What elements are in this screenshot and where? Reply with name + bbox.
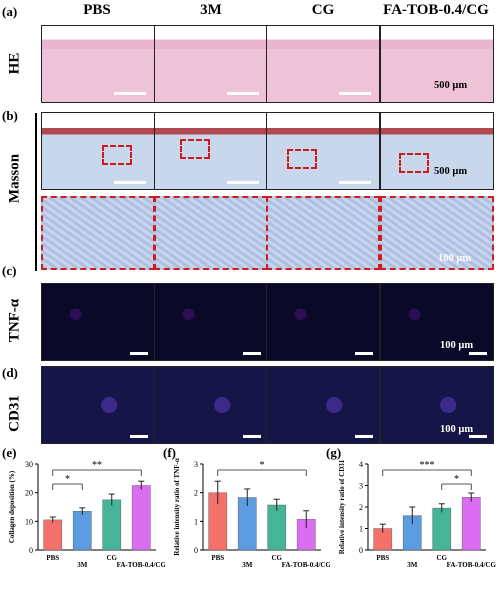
tnf-scale-label: 100 μm <box>440 340 474 351</box>
y-tick-label: 0 <box>194 546 198 555</box>
significance-label: * <box>65 474 70 485</box>
bar <box>461 497 481 551</box>
chart-f: 0 1 2 3 Relative intensity ratio of TNF-α PBS… <box>173 458 330 569</box>
column-header-3m: 3M <box>200 2 222 18</box>
cd31-image-3m <box>154 366 268 444</box>
significance-label: ** <box>92 460 102 471</box>
panel-label-f: (f) <box>163 445 176 460</box>
y-axis-label: Collagen deposition (%) <box>8 470 16 543</box>
significance-label: *** <box>420 460 435 471</box>
column-header-pbs: PBS <box>83 2 111 18</box>
panel-label-b: (b) <box>2 108 18 123</box>
y-tick-label: 10 <box>25 517 33 526</box>
y-tick-label: 2 <box>359 503 363 512</box>
y-tick-label: 1 <box>359 525 363 534</box>
tnf-image-pbs <box>41 283 155 361</box>
bar <box>267 504 287 551</box>
bar <box>131 485 151 551</box>
masson-scale-label: 500 μm <box>434 166 468 177</box>
bar <box>102 499 122 551</box>
he-image-pbs <box>41 25 155 103</box>
y-tick-label: 0 <box>359 546 363 555</box>
bar <box>432 507 452 551</box>
he-scale-label: 500 μm <box>434 80 468 91</box>
y-axis-label: Relative intensity ratio of TNF-α <box>173 458 181 556</box>
tnf-image-fa-tob <box>380 283 494 361</box>
zoom-image-3m <box>154 196 268 270</box>
he-image-3m <box>154 25 268 103</box>
tnf-image-3m <box>154 283 268 361</box>
y-tick-label: 0 <box>29 546 33 555</box>
chart-g: 0 1 2 3 4 Relative intensity ratio of CD31 PBS… <box>338 459 497 569</box>
significance-label: * <box>260 460 265 471</box>
masson-row-bracket <box>35 113 37 271</box>
panel-label-g: (g) <box>326 445 342 460</box>
y-tick-label: 4 <box>359 460 363 469</box>
x-tick-label: FA-TOB-0.4/CG <box>282 561 330 569</box>
y-tick-label: 3 <box>194 460 198 469</box>
row-label-he: HE <box>6 52 23 75</box>
panel-label-e: (e) <box>2 445 17 460</box>
zoom-scale-label: 100 μm <box>438 253 472 264</box>
masson-image-3m <box>154 112 268 190</box>
bar <box>72 511 92 551</box>
chart-e: 0 10 20 30 Collagen deposition (%) PBS 3M CGFA-… <box>8 460 165 569</box>
x-tick-label: 3M <box>77 561 88 569</box>
cd31-scale-label: 100 μm <box>440 424 474 435</box>
x-tick-label: CG <box>272 554 283 562</box>
x-tick-label: 3M <box>242 561 253 569</box>
x-tick-label: 3M <box>407 561 418 569</box>
x-tick-label: FA-TOB-0.4/CG <box>117 561 165 569</box>
cd31-image-cg <box>266 366 380 444</box>
x-tick-label: CG <box>107 554 118 562</box>
zoom-image-pbs <box>41 196 155 270</box>
cd31-image-pbs <box>41 366 155 444</box>
x-tick-label: FA-TOB-0.4/CG <box>447 561 497 569</box>
significance-label: * <box>454 474 459 485</box>
masson-image-pbs <box>41 112 155 190</box>
masson-image-cg <box>266 112 380 190</box>
he-image-cg <box>266 25 380 103</box>
row-label-masson: Masson <box>6 153 23 204</box>
x-tick-label: PBS <box>376 554 389 562</box>
x-tick-label: CG <box>437 554 448 562</box>
panel-label-c: (c) <box>2 263 17 278</box>
y-axis-label: Relative intensity ratio of CD31 <box>338 459 346 554</box>
x-tick-label: PBS <box>46 554 59 562</box>
column-header-fa-tob: FA-TOB-0.4/CG <box>383 2 489 18</box>
y-tick-label: 2 <box>194 489 198 498</box>
x-tick-label: PBS <box>211 554 224 562</box>
masson-image-fa-tob <box>380 112 494 190</box>
panel-label-d: (d) <box>2 365 18 380</box>
zoom-image-cg <box>266 196 380 270</box>
panel-label-a: (a) <box>2 4 18 19</box>
y-tick-label: 30 <box>25 460 33 469</box>
y-tick-label: 1 <box>194 517 198 526</box>
y-tick-label: 20 <box>25 489 33 498</box>
row-label-tnf: TNF-α <box>6 298 23 343</box>
tnf-image-cg <box>266 283 380 361</box>
he-image-fa-tob <box>380 25 494 103</box>
zoom-image-fa-tob <box>380 196 494 270</box>
column-header-cg: CG <box>311 2 335 18</box>
cd31-image-fa-tob <box>380 366 494 444</box>
y-tick-label: 3 <box>359 482 363 491</box>
row-label-cd31: CD31 <box>6 395 23 432</box>
bar <box>43 519 63 551</box>
